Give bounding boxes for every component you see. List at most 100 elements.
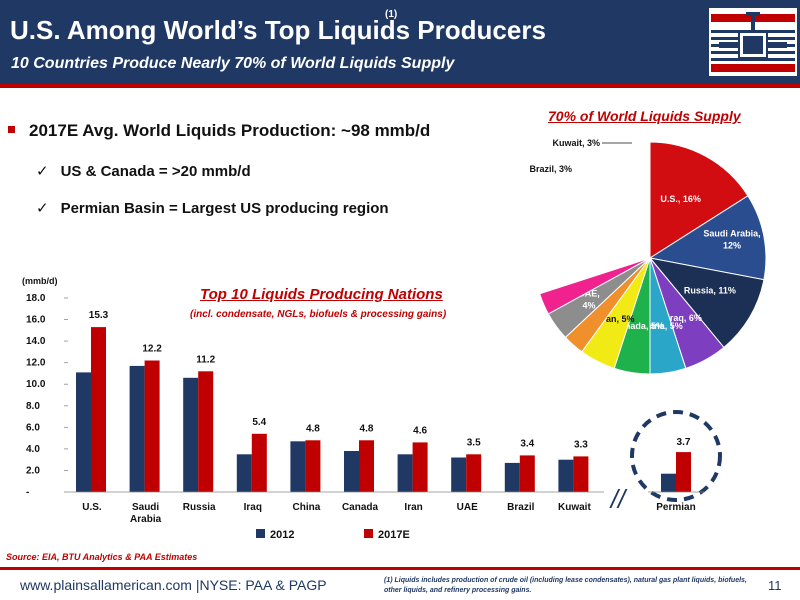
bar-data-label: 5.4 bbox=[252, 417, 266, 428]
bar-2017e bbox=[198, 371, 214, 492]
permian-category-label: Permian bbox=[656, 502, 695, 513]
bar-data-label: 4.8 bbox=[306, 423, 320, 434]
pie-slice-label: Brazil, 3% bbox=[529, 164, 572, 174]
pie-slice-label: U.S., 16% bbox=[660, 194, 701, 204]
source-note: Source: EIA, BTU Analytics & PAA Estimat… bbox=[6, 552, 198, 562]
footer-divider bbox=[0, 567, 800, 570]
bar-2012 bbox=[504, 462, 520, 492]
pie-slice bbox=[539, 257, 651, 315]
bar-2017e bbox=[573, 456, 589, 492]
y-tick-label: - bbox=[26, 487, 29, 498]
bar-2017e bbox=[359, 440, 374, 492]
bar-2012 bbox=[236, 454, 252, 492]
bullet-world-production: 2017E Avg. World Liquids Production: ~98… bbox=[8, 121, 430, 141]
page-number: 11 bbox=[768, 578, 782, 593]
x-category-label: U.S. bbox=[82, 502, 102, 513]
bar-chart-title: Top 10 Liquids Producing Nations bbox=[200, 286, 443, 303]
slide-subtitle: 10 Countries Produce Nearly 70% of World… bbox=[11, 55, 455, 72]
y-tick-label: 14.0 bbox=[26, 336, 46, 347]
bullet-main-text: 2017E Avg. World Liquids Production: ~98… bbox=[29, 121, 431, 140]
pie-slice bbox=[534, 142, 650, 294]
bar-data-label: 4.6 bbox=[413, 425, 427, 436]
bar-2012 bbox=[129, 365, 145, 492]
pie-slice bbox=[649, 141, 749, 259]
bullet-permian: ✓ Permian Basin = Largest US producing re… bbox=[36, 199, 389, 217]
bar-2012 bbox=[344, 451, 359, 492]
bar-2017e bbox=[519, 455, 535, 492]
x-category-label: UAE bbox=[457, 502, 478, 513]
pie-slice-label: Iran, 5% bbox=[600, 314, 635, 324]
bullet-us-canada: ✓ US & Canada = >20 mmb/d bbox=[36, 162, 251, 180]
bar-data-label: 3.3 bbox=[574, 439, 588, 450]
permian-data-label: 3.7 bbox=[677, 437, 691, 448]
legend-label: 2017E bbox=[378, 529, 410, 541]
pie-slice-label: Kuwait, 3% bbox=[552, 138, 600, 148]
permian-bar-2012 bbox=[661, 473, 676, 492]
legend-label: 2012 bbox=[270, 529, 294, 541]
bar-data-label: 4.8 bbox=[360, 423, 374, 434]
legend-swatch bbox=[256, 529, 265, 538]
x-category-label: Russia bbox=[183, 502, 216, 513]
legend-swatch bbox=[364, 529, 373, 538]
x-category-label: Iran bbox=[404, 502, 422, 513]
bar-2012 bbox=[290, 441, 306, 492]
x-category-label: Iraq bbox=[244, 502, 262, 513]
pie-slice-label: Iraq, 6% bbox=[667, 313, 702, 323]
title-footnote-marker: (1) bbox=[385, 9, 398, 20]
footnote: (1) Liquids includes production of crude… bbox=[384, 577, 747, 594]
x-category-label: China bbox=[293, 502, 321, 513]
square-bullet-icon bbox=[8, 126, 15, 134]
x-category-label: Brazil bbox=[507, 502, 534, 513]
permian-bar-2017e bbox=[676, 452, 691, 492]
bar-2017e bbox=[466, 454, 482, 492]
x-category-label: Canada bbox=[342, 502, 379, 513]
bar-chart: (mmb/d) - 2.0 4.0 6.0 8.0 10.0 12.0 14.0 16.0 18.0… bbox=[22, 276, 722, 541]
header-band bbox=[0, 0, 800, 84]
y-tick-label: 18.0 bbox=[26, 293, 46, 304]
bar-data-label: 3.5 bbox=[467, 437, 481, 448]
pie-slice-label: Russia, 11% bbox=[684, 285, 736, 295]
bar-data-label: 12.2 bbox=[142, 344, 162, 355]
check-icon: ✓ bbox=[36, 163, 49, 180]
bar-2017e bbox=[305, 440, 321, 492]
y-tick-label: 12.0 bbox=[26, 358, 46, 369]
check-icon: ✓ bbox=[36, 200, 49, 217]
x-category-label: Saudi Arabia bbox=[130, 502, 162, 525]
y-tick-label: 8.0 bbox=[26, 401, 40, 412]
y-tick-label: 2.0 bbox=[26, 465, 40, 476]
bar-2017e bbox=[91, 327, 106, 492]
permian-highlight-circle bbox=[630, 410, 722, 502]
valve-logo-icon bbox=[711, 12, 795, 72]
header-divider bbox=[0, 84, 800, 88]
bar-data-label: 15.3 bbox=[89, 310, 109, 321]
bar-2012 bbox=[76, 372, 91, 492]
pie-chart-title: 70% of World Liquids Supply bbox=[548, 108, 741, 124]
company-logo bbox=[709, 8, 797, 76]
pie-slice bbox=[648, 195, 767, 281]
bar-data-label: 11.2 bbox=[196, 354, 215, 365]
footer-url: www.plainsallamerican.com |NYSE: PAA & P… bbox=[20, 577, 327, 593]
pie-slice bbox=[648, 257, 765, 349]
bar-2012 bbox=[397, 454, 413, 492]
y-axis-label: (mmb/d) bbox=[22, 276, 58, 286]
pie-slice-label: UAE, 4% bbox=[578, 288, 600, 310]
y-tick-label: 10.0 bbox=[26, 379, 46, 390]
bullet-sub-text: US & Canada = >20 mmb/d bbox=[60, 163, 251, 180]
bar-data-label: 3.4 bbox=[520, 438, 534, 449]
pie-slice-label: China, 5% bbox=[640, 321, 683, 331]
slide-title: U.S. Among World’s Top Liquids Producers bbox=[10, 15, 546, 45]
bar-2017e bbox=[251, 433, 267, 492]
y-tick-label: 16.0 bbox=[26, 315, 46, 326]
bar-2012 bbox=[451, 457, 467, 492]
bar-chart-subtitle: (incl. condensate, NGLs, biofuels & proc… bbox=[190, 309, 447, 320]
bar-2012 bbox=[558, 459, 574, 492]
pie-chart: U.S., 16% Saudi Arabia, 12% Russia, 11% Iraq… bbox=[529, 138, 767, 375]
x-category-label: Kuwait bbox=[558, 502, 591, 513]
bar-2017e bbox=[412, 442, 428, 492]
bar-2012 bbox=[183, 377, 199, 492]
bullet-sub-text: Permian Basin = Largest US producing reg… bbox=[60, 200, 389, 217]
y-tick-label: 6.0 bbox=[26, 422, 40, 433]
pie-slice-label: Saudi Arabia, 12% bbox=[703, 228, 760, 250]
y-tick-label: 4.0 bbox=[26, 444, 40, 455]
axis-break-marker: // bbox=[609, 484, 628, 514]
